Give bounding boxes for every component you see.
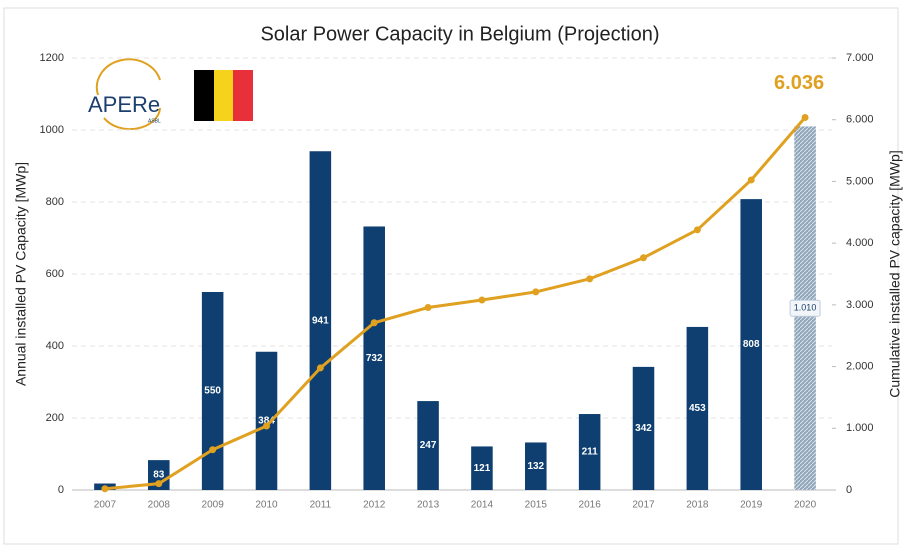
y2-tick-label: 6.000 [846,114,874,126]
logo-text: APERe [88,92,160,117]
y-tick-label: 1200 [40,52,64,64]
y2-tick-label: 2.000 [846,360,874,372]
bar [148,460,170,490]
data-label: 121 [474,463,491,474]
bar [471,446,493,490]
y-axis-title: Annual installed PV Capacity [MWp] [13,162,29,386]
bar [578,414,601,490]
data-label: 247 [420,440,437,451]
y2-tick-label: 1.000 [846,422,874,434]
chart-title: Solar Power Capacity in Belgium (Project… [260,23,659,45]
x-tick-label: 2014 [471,500,494,511]
line-point [101,485,109,493]
line [104,116,807,491]
y-tick-label: 0 [58,484,64,496]
x-tick-label: 2011 [310,500,332,511]
data-label: 941 [312,315,329,326]
y-tick-label: 600 [46,268,64,280]
line-point [370,319,378,327]
data-label: 342 [635,423,652,434]
data-label: 132 [527,461,544,472]
x-tick-label: 2017 [632,500,655,511]
line-point [478,296,486,304]
data-label: 732 [366,353,383,364]
frame [3,7,899,545]
x-tick-label: 2010 [255,500,278,511]
data-label: 83 [153,470,165,481]
bar [632,366,655,490]
y-tick-label: 800 [46,196,64,208]
line-point [747,176,755,184]
label-box [789,299,821,317]
y2-tick-label: 4.000 [846,237,874,249]
flag [194,70,253,121]
data-label: 453 [689,403,706,414]
line-point [586,275,594,283]
x-tick-label: 2015 [525,500,548,511]
data-label: 808 [743,339,760,350]
y-tick-label: 400 [46,340,64,352]
bar [363,226,385,491]
line-point [263,422,270,430]
end-label: 6.036 [774,72,824,94]
line-point [693,226,701,234]
x-tick-label: 2007 [94,500,117,511]
x-tick-label: 2013 [417,500,440,511]
line-point [155,480,163,488]
x-tick-label: 2009 [202,500,225,511]
bar [417,401,439,490]
data-label: 550 [204,386,221,397]
bar [686,326,709,490]
y2-tick-label: 5.000 [846,175,874,187]
bar [309,151,332,491]
data-label: 384 [258,416,275,427]
y2-tick-label: 3.000 [846,299,874,311]
x-tick-label: 2018 [686,500,709,511]
line-point [801,113,809,121]
bar [525,442,547,490]
line-point [316,364,324,372]
line-point [532,288,540,296]
x-tick-label: 2012 [363,500,386,511]
bar [255,351,278,490]
bar [201,292,224,490]
line-point [640,254,647,262]
logo: APERe ASBL [88,58,161,131]
data-label: 1.010 [794,303,817,313]
y-tick-label: 200 [46,412,64,424]
y-tick-label: 1000 [40,124,64,136]
x-tick-label: 2020 [794,500,817,511]
data-label: 211 [582,447,599,458]
bar [740,199,762,490]
line-point [424,304,432,312]
y2-tick-label: 7.000 [846,52,874,64]
x-tick-label: 2016 [579,500,602,511]
y2-axis-title: Cumulative installed PV capacity [MWp] [887,150,903,397]
x-tick-label: 2019 [740,500,763,511]
x-tick-label: 2008 [148,500,171,511]
line-point [209,446,217,454]
logo-sub: ASBL [148,118,161,124]
y2-tick-label: 0 [846,484,852,496]
